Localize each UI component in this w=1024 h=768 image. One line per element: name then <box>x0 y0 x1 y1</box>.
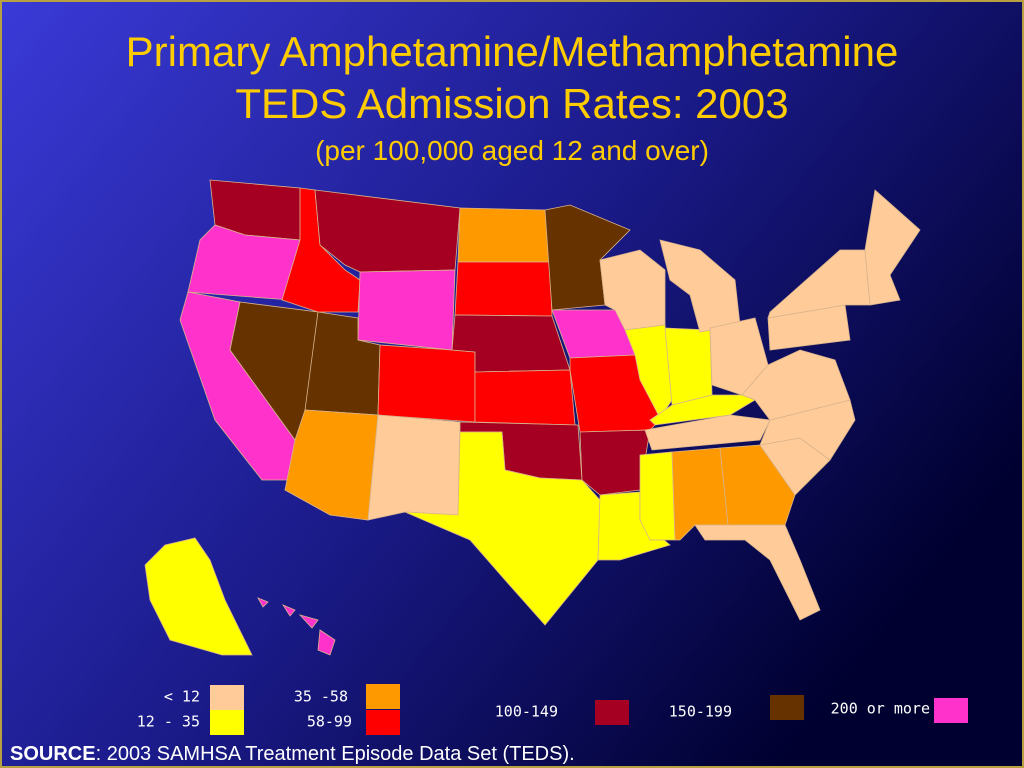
title-line: TEDS Admission Rates: 2003 <box>235 80 788 127</box>
state <box>741 349 851 421</box>
state <box>144 537 253 656</box>
state <box>664 327 713 406</box>
state <box>367 414 461 521</box>
legend-swatch <box>770 695 804 720</box>
state <box>864 189 921 306</box>
subtitle: (per 100,000 aged 12 and over) <box>315 135 709 166</box>
legend-swatch <box>210 710 244 735</box>
legend-label: 12 - 35 <box>137 713 200 731</box>
legend-swatch <box>366 684 400 709</box>
legend-swatch <box>595 700 629 725</box>
state <box>298 614 319 629</box>
legend-swatch <box>934 698 968 723</box>
state <box>579 429 651 496</box>
state <box>474 369 576 426</box>
legend-label: 58-99 <box>307 713 352 731</box>
state <box>377 344 476 423</box>
state <box>454 261 553 317</box>
legend-label: 100-149 <box>495 703 558 721</box>
legend-label: < 12 <box>164 688 200 706</box>
state <box>357 269 456 351</box>
source-label: SOURCE <box>10 743 96 765</box>
state <box>639 451 676 541</box>
state <box>644 414 771 451</box>
state <box>317 629 336 656</box>
state <box>719 444 796 526</box>
legend-label: 200 or more <box>831 700 930 718</box>
state <box>257 597 269 608</box>
source-text: : 2003 SAMHSA Treatment Episode Data Set… <box>96 743 575 765</box>
state <box>281 604 296 617</box>
us-map <box>144 179 921 656</box>
legend-swatch <box>210 685 244 710</box>
title-line: Primary Amphetamine/Methamphetamine <box>126 28 899 75</box>
legend: < 12 12 - 35 35 -58 58-99 100-149 150-199 200 … <box>137 684 968 735</box>
legend-label: 35 -58 <box>294 688 348 706</box>
state <box>457 207 551 263</box>
legend-swatch <box>366 710 400 735</box>
state <box>404 431 601 626</box>
state <box>694 524 821 621</box>
source: SOURCE: 2003 SAMHSA Treatment Episode Da… <box>10 743 575 765</box>
legend-label: 150-199 <box>669 703 732 721</box>
